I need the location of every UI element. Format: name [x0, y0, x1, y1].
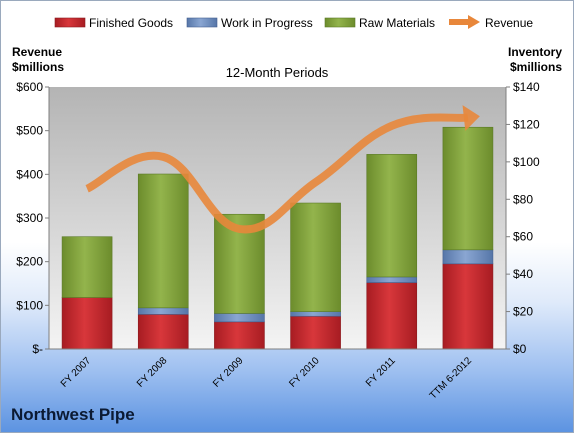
legend-label-revenue: Revenue	[485, 16, 533, 30]
legend-swatch-finished-goods	[54, 17, 86, 28]
x-axis-tick-label-ttm-6-2012: TTM 6-2012	[428, 355, 475, 402]
right-axis-title-line1: Inventory	[508, 45, 562, 59]
bar-work-in-progress-fy-2010	[290, 311, 341, 317]
right-axis-tick-label: $80	[513, 192, 533, 206]
left-axis-tick-label: $100	[16, 298, 43, 312]
bar-work-in-progress-fy-2011	[366, 276, 418, 283]
left-axis-tick-label: $600	[16, 80, 43, 94]
left-axis-tick-label: $500	[16, 124, 43, 138]
left-axis-tick-label: $400	[16, 167, 43, 181]
company-name: Northwest Pipe	[11, 405, 135, 424]
bar-raw-materials-fy-2011	[366, 154, 418, 278]
right-axis-tick-label: $100	[513, 155, 540, 169]
left-axis-title-line2: $millions	[12, 60, 64, 74]
bar-finished-goods-fy-2010	[290, 315, 341, 350]
bar-finished-goods-fy-2009	[214, 321, 265, 350]
legend-label-work-in-progress: Work in Progress	[221, 16, 313, 30]
bar-raw-materials-fy-2010	[290, 202, 341, 312]
x-axis-tick-label-fy-2007: FY 2007	[59, 355, 94, 390]
right-axis-tick-label: $20	[513, 305, 533, 319]
legend-swatch-raw-materials	[324, 17, 356, 28]
right-axis-tick-label: $120	[513, 117, 540, 131]
bar-raw-materials-fy-2008	[137, 173, 189, 309]
right-axis-tick-label: $60	[513, 230, 533, 244]
legend-swatch-work-in-progress	[186, 17, 218, 28]
right-axis-title-line2: $millions	[510, 60, 562, 74]
bar-finished-goods-fy-2011	[366, 282, 418, 350]
legend-label-finished-goods: Finished Goods	[89, 16, 173, 30]
right-axis-tick-label: $40	[513, 267, 533, 281]
bar-work-in-progress-fy-2009	[214, 313, 265, 323]
left-axis-tick-label: $200	[16, 255, 43, 269]
x-axis-tick-label-fy-2009: FY 2009	[211, 355, 246, 390]
left-axis-tick-label: $300	[16, 211, 43, 225]
x-axis-tick-label-fy-2008: FY 2008	[135, 355, 170, 390]
left-axis-tick-label: $-	[32, 342, 43, 356]
bar-finished-goods-fy-2007	[61, 297, 113, 350]
left-axis-title-line1: Revenue	[12, 45, 62, 59]
line-revenue	[85, 113, 469, 234]
legend-swatch-revenue	[449, 15, 480, 29]
chart-title: 12-Month Periods	[226, 65, 329, 80]
line-revenue-arrowhead	[462, 105, 480, 131]
x-axis-tick-label-fy-2011: FY 2011	[364, 355, 398, 389]
right-axis-tick-label: $140	[513, 80, 540, 94]
legend-label-raw-materials: Raw Materials	[359, 16, 435, 30]
bar-finished-goods-ttm-6-2012	[442, 263, 494, 350]
bar-work-in-progress-ttm-6-2012	[442, 249, 494, 265]
legend: Finished Goods Work in Progress Raw Mate…	[54, 15, 533, 30]
bar-work-in-progress-fy-2008	[137, 307, 189, 315]
x-axis-tick-label-fy-2010: FY 2010	[287, 355, 322, 390]
right-axis-tick-label: $0	[513, 342, 527, 356]
bar-raw-materials-fy-2007	[61, 236, 113, 298]
bar-finished-goods-fy-2008	[137, 314, 189, 350]
bar-raw-materials-ttm-6-2012	[442, 126, 494, 251]
